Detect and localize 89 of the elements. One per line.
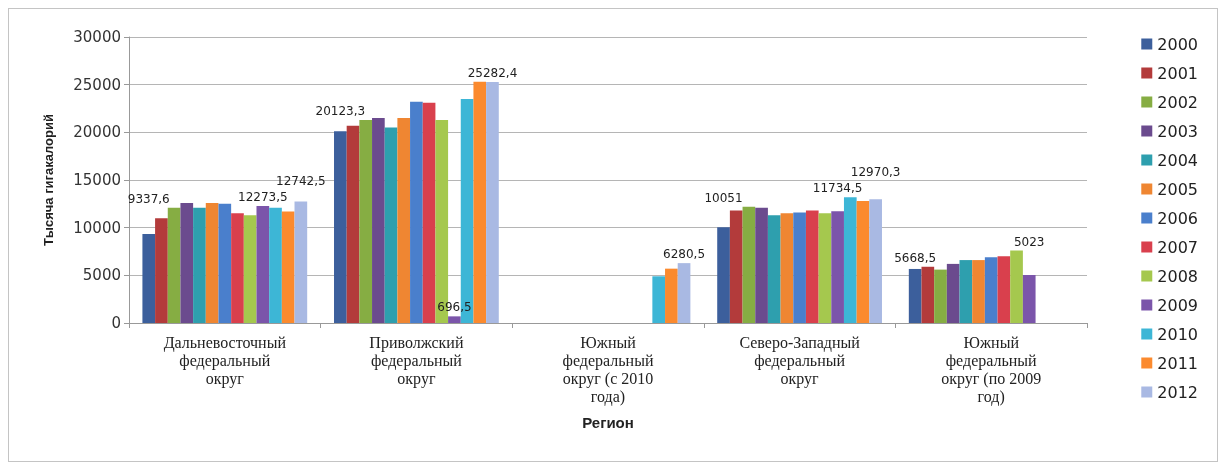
bar xyxy=(359,119,373,323)
data-label: 12970,3 xyxy=(850,165,901,180)
data-label: 5668,5 xyxy=(894,250,937,265)
x-tick-label: Дальневосточный федеральный округ xyxy=(163,333,287,388)
data-label: 10051 xyxy=(704,190,743,205)
bar xyxy=(384,127,398,323)
bar xyxy=(908,268,922,323)
bar xyxy=(972,260,985,323)
bar xyxy=(665,268,678,323)
legend-label: 2010 xyxy=(1157,324,1198,344)
bar xyxy=(818,213,832,323)
y-tick-label: 0 xyxy=(111,314,121,332)
bar xyxy=(410,101,423,323)
bar xyxy=(934,269,947,323)
bar xyxy=(294,201,308,323)
bar xyxy=(869,199,882,323)
x-tick-label: Южный федеральный округ (по 2009 год) xyxy=(941,333,1042,406)
bar xyxy=(448,316,461,323)
bar xyxy=(755,207,768,323)
legend-label: 2002 xyxy=(1157,92,1198,112)
bar xyxy=(473,81,487,323)
bar xyxy=(167,207,181,323)
bar xyxy=(831,211,844,323)
bar xyxy=(180,202,194,323)
bar xyxy=(856,200,870,323)
legend-label: 2004 xyxy=(1157,150,1198,170)
x-tick-label: Приволжский федеральный округ xyxy=(369,333,464,388)
legend-label: 2007 xyxy=(1157,237,1198,257)
bar xyxy=(281,211,295,323)
legend-label: 2005 xyxy=(1157,179,1198,199)
bar xyxy=(984,257,998,323)
bar xyxy=(243,215,257,323)
y-tick-label: 5000 xyxy=(82,266,121,285)
legend-label: 2006 xyxy=(1157,208,1198,228)
bar xyxy=(946,263,960,323)
bar xyxy=(218,203,232,323)
bar xyxy=(346,125,360,323)
legend-label: 2011 xyxy=(1157,353,1198,373)
legend-label: 2000 xyxy=(1157,34,1198,54)
legend-label: 2009 xyxy=(1157,295,1198,315)
y-tick-label: 15000 xyxy=(73,171,121,189)
data-label: 6280,5 xyxy=(663,247,706,262)
bar xyxy=(269,207,282,323)
bar xyxy=(717,227,730,323)
legend-label: 2001 xyxy=(1157,63,1198,83)
legend-label: 2003 xyxy=(1157,121,1198,141)
bar xyxy=(372,118,385,323)
bar xyxy=(843,197,857,323)
data-label: 5023 xyxy=(1013,234,1045,249)
x-axis-title: Регион xyxy=(582,414,634,431)
y-tick-label: 25000 xyxy=(73,75,121,94)
bar xyxy=(486,81,499,323)
y-tick-label: 10000 xyxy=(73,218,121,237)
y-axis-title: Тысяча гигакалорий xyxy=(41,114,56,246)
bar xyxy=(1010,250,1023,323)
data-label: 11734,5 xyxy=(812,181,863,196)
y-tick-label: 30000 xyxy=(73,28,121,46)
bar xyxy=(142,233,156,323)
bar xyxy=(742,206,756,323)
legend-label: 2012 xyxy=(1157,382,1198,402)
data-label: 9337,6 xyxy=(127,191,170,206)
x-tick-label: Северо-Западный федеральный округ xyxy=(739,333,861,388)
bar xyxy=(793,212,806,323)
bar xyxy=(729,210,743,323)
bar xyxy=(422,102,436,323)
data-label: 12742,5 xyxy=(276,173,326,188)
y-tick-label: 20000 xyxy=(73,123,121,142)
bar xyxy=(193,207,206,323)
bar xyxy=(334,131,347,323)
bar xyxy=(256,205,270,323)
bar xyxy=(767,215,781,323)
bar xyxy=(652,276,666,323)
bar xyxy=(231,213,244,323)
bar xyxy=(397,118,411,323)
legend-label: 2008 xyxy=(1157,266,1198,286)
bar xyxy=(780,213,794,323)
bar xyxy=(677,263,691,323)
bar xyxy=(997,256,1011,323)
bar xyxy=(959,260,973,323)
bar xyxy=(1022,275,1036,323)
bar xyxy=(205,202,219,323)
bar xyxy=(921,266,935,323)
data-label: 12273,5 xyxy=(238,189,288,204)
data-label: 696,5 xyxy=(437,300,472,315)
bar xyxy=(155,218,168,323)
data-label: 20123,3 xyxy=(315,103,366,118)
data-label: 25282,4 xyxy=(467,65,518,80)
x-tick-label: Южный федеральный округ (с 2010 года) xyxy=(562,333,654,406)
bar xyxy=(805,210,819,323)
